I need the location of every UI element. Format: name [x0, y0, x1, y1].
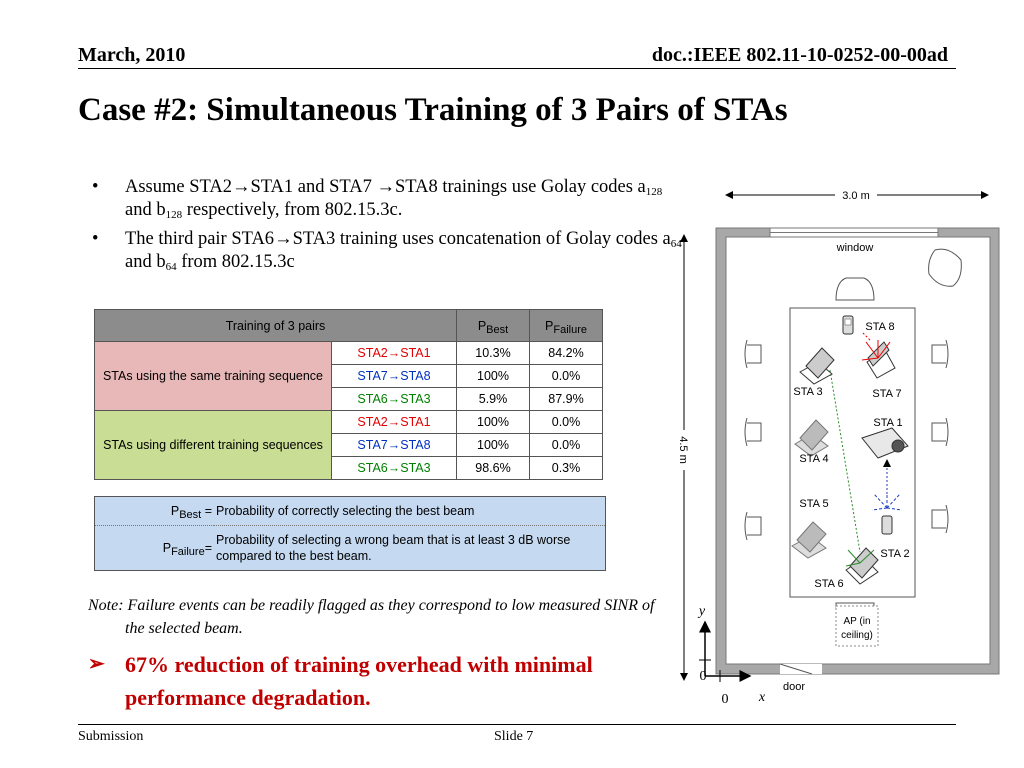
pbest-cell: 100% — [456, 410, 530, 434]
pair-cell: STA2→STA1 — [331, 410, 457, 434]
sta5-laptop-icon — [791, 521, 827, 559]
table-row: STAs using the same training sequence ST… — [94, 341, 603, 411]
footer-slide-number: Slide 7 — [494, 729, 534, 744]
arrow-icon: → — [376, 177, 395, 197]
height-label: 4.5 m — [677, 436, 689, 464]
door-opening — [780, 664, 822, 674]
bullet-list: • Assume STA2→STA1 and STA7 →STA8 traini… — [92, 176, 692, 280]
definitions-table: PBest = Probability of correctly selecti… — [94, 496, 606, 571]
table-row: STA7→STA8 100% 0.0% — [95, 433, 603, 457]
table-header-row: Training of 3 pairs PBest PFailure — [94, 309, 603, 342]
pbest-cell: 100% — [456, 433, 530, 457]
footer-rule — [78, 724, 956, 725]
sta3-laptop-icon — [799, 347, 835, 385]
pfailure-cell: 0.0% — [529, 364, 603, 388]
bullet-item-2: • The third pair STA6→STA3 training uses… — [92, 229, 682, 273]
footer-submission: Submission — [78, 729, 144, 744]
sta3-label: STA 3 — [793, 386, 822, 398]
sta4-laptop-icon — [794, 419, 829, 457]
sta8-label: STA 8 — [865, 321, 894, 333]
bullet-marker: • — [92, 229, 99, 249]
door-label: door — [783, 681, 805, 693]
pfailure-cell: 0.3% — [529, 456, 603, 480]
sta6-laptop-icon — [845, 547, 879, 585]
pfailure-definition: Probability of selecting a wrong beam th… — [216, 533, 571, 563]
header-date: March, 2010 — [78, 44, 186, 66]
header-rule — [78, 68, 956, 69]
table-row: STAs using different training sequences … — [94, 410, 603, 480]
width-label: 3.0 m — [842, 190, 870, 202]
svg-text:ceiling): ceiling) — [841, 630, 873, 641]
conclusion-text: 67% reduction of training overhead with … — [125, 652, 593, 710]
results-table: Training of 3 pairs PBest PFailure STAs … — [94, 309, 603, 480]
sta7-sta8-link — [861, 331, 871, 341]
pbest-cell: 100% — [456, 364, 530, 388]
room-diagram: 3.0 m 4.5 m window door AP (in ceiling) … — [676, 186, 1000, 707]
header-pbest: PBest — [456, 309, 530, 342]
pbest-symbol: PBest = — [94, 496, 214, 526]
sta5-label: STA 5 — [799, 498, 828, 510]
pair-cell: STA6→STA3 — [331, 387, 457, 411]
definition-row-failure: PFailure= Probability of selecting a wro… — [95, 526, 606, 571]
pair-cell: STA6→STA3 — [331, 456, 457, 480]
pbest-cell: 5.9% — [456, 387, 530, 411]
pfailure-cell: 84.2% — [529, 341, 603, 365]
pfailure-cell: 0.0% — [529, 410, 603, 434]
sta2-label: STA 2 — [880, 548, 909, 560]
table-row: STA6→STA3 98.6% 0.3% — [95, 456, 603, 480]
pfailure-cell: 0.0% — [529, 433, 603, 457]
arrow-icon: → — [231, 177, 251, 197]
arrow-bullet-icon: ➢ — [88, 653, 105, 675]
sta6-label: STA 6 — [814, 578, 843, 590]
origin-x-label: 0 — [722, 692, 729, 707]
arrow-icon: → — [274, 229, 293, 249]
sta6-sta3-link — [829, 369, 861, 553]
origin-y-label: 0 — [700, 669, 707, 684]
pbest-cell: 10.3% — [456, 341, 530, 365]
table-row: STA6→STA3 5.9% 87.9% — [95, 387, 603, 411]
definition-row-best: PBest = Probability of correctly selecti… — [94, 496, 606, 526]
access-point-box — [835, 605, 879, 647]
y-axis-label: y — [697, 604, 706, 619]
sta2-phone-icon — [871, 492, 903, 535]
sta1-label: STA 1 — [873, 417, 902, 429]
pair-cell: STA7→STA8 — [331, 364, 457, 388]
note-text: Note: Failure events can be readily flag… — [88, 597, 655, 637]
pbest-cell: 98.6% — [456, 456, 530, 480]
pair-cell: STA7→STA8 — [331, 433, 457, 457]
pfailure-cell: 87.9% — [529, 387, 603, 411]
bullet-item-1: • Assume STA2→STA1 and STA7 →STA8 traini… — [92, 177, 663, 221]
group-label-different: STAs using different training sequences — [94, 410, 332, 480]
x-axis-label: x — [758, 690, 766, 705]
conclusion: ➢ 67% reduction of training overhead wit… — [88, 648, 668, 714]
header-pairs: Training of 3 pairs — [94, 309, 457, 342]
pbest-definition: Probability of correctly selecting the b… — [214, 496, 606, 526]
window-label: window — [836, 242, 874, 254]
sta8-phone-icon — [842, 315, 854, 335]
header-pfailure: PFailure — [529, 309, 603, 342]
access-point-label: AP (in — [843, 616, 870, 627]
header-doc-id: doc.:IEEE 802.11-10-0252-00-00ad — [651, 44, 948, 66]
sta7-laptop-icon — [861, 340, 896, 379]
table-row: STA7→STA8 100% 0.0% — [95, 364, 603, 388]
sta4-label: STA 4 — [799, 453, 828, 465]
group-label-same: STAs using the same training sequence — [94, 341, 332, 411]
sta7-label: STA 7 — [872, 388, 901, 400]
sta1-projector-icon — [861, 427, 909, 467]
bullet-marker: • — [92, 177, 99, 197]
slide-title: Case #2: Simultaneous Training of 3 Pair… — [78, 92, 788, 128]
pfailure-symbol: PFailure= — [162, 541, 212, 558]
pair-cell: STA2→STA1 — [331, 341, 457, 365]
